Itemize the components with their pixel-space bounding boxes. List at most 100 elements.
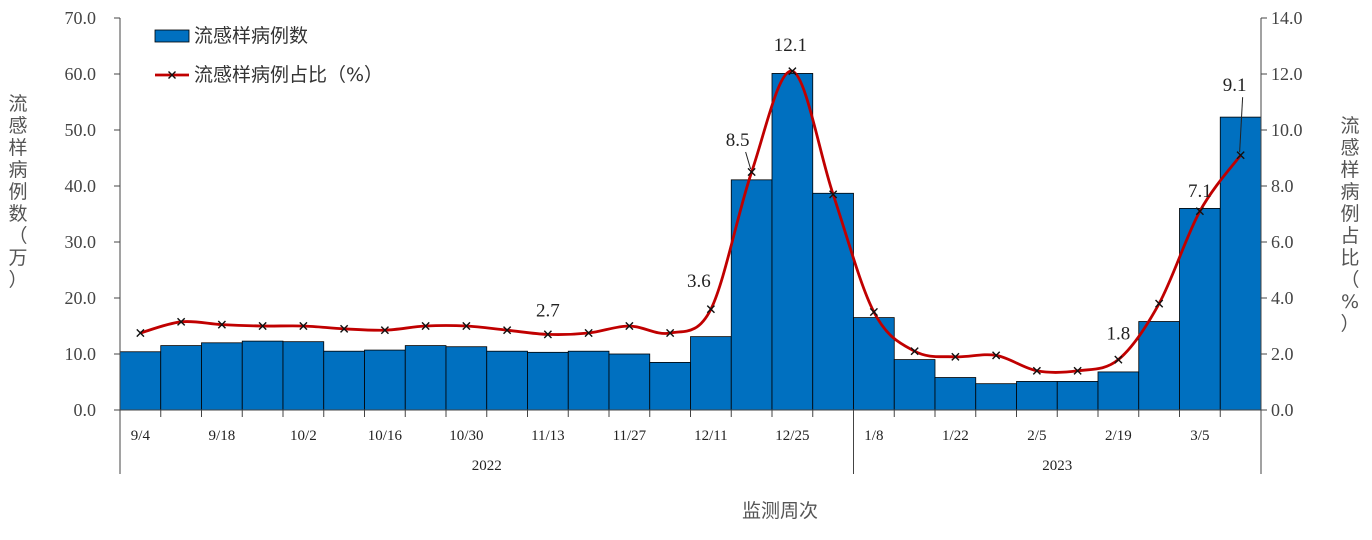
line-point	[217, 320, 226, 329]
bar	[282, 341, 325, 411]
line-point	[258, 321, 267, 331]
data-label: 3.6	[687, 271, 711, 292]
y-left-tick-label: 40.0	[65, 176, 97, 196]
line-point	[177, 317, 186, 326]
line-point	[992, 351, 1001, 360]
line-point	[747, 167, 756, 177]
y-left-tick-label: 10.0	[65, 344, 97, 364]
y-axis-right-label: 流感样病例占比（%）	[1340, 115, 1359, 335]
bar	[934, 377, 977, 411]
line-point	[380, 326, 389, 335]
x-tick-label: 1/22	[942, 428, 969, 444]
data-label: 8.5	[726, 130, 750, 151]
bar	[608, 353, 651, 411]
axis-labels: 流感样病例数（万） 流感样病例占比（%） 监测周次	[8, 93, 1359, 522]
line-point	[869, 307, 878, 317]
bar	[649, 361, 691, 411]
line-point	[340, 324, 349, 333]
line-point	[1114, 355, 1123, 364]
line-point	[136, 328, 145, 338]
x-tick-label: 10/2	[290, 428, 317, 444]
axes: 0.0 10.0 20.0 30.0 40.0 50.0 60.0 70.0 0.0 2.0 4.0…	[65, 8, 1303, 474]
line-point	[421, 321, 430, 331]
bar	[771, 73, 814, 411]
x-tick-label: 1/8	[864, 428, 883, 444]
y-right-tick-label: 8.0	[1271, 176, 1294, 196]
x-tick-label: 2/19	[1105, 428, 1132, 444]
data-annotations: 2.7 3.6 8.5 12.1 1.8 7.1 9.1	[536, 35, 1247, 344]
line-point	[1195, 207, 1204, 216]
x-tick-label: 12/25	[775, 428, 809, 444]
y-right-tick-label: 4.0	[1271, 288, 1294, 308]
year-label: 2022	[472, 458, 502, 474]
line-point	[951, 352, 960, 361]
legend-bar-swatch	[154, 29, 190, 43]
data-label: 9.1	[1223, 75, 1247, 96]
bar	[364, 349, 406, 411]
y-right-tick-label: 14.0	[1271, 8, 1303, 28]
bar	[730, 179, 773, 411]
bar	[1016, 381, 1058, 411]
percentage-line	[139, 69, 1242, 374]
x-tick-label: 9/4	[131, 428, 151, 444]
y-right-tick-label: 2.0	[1271, 344, 1294, 364]
bar	[1179, 207, 1221, 411]
bar	[975, 383, 1017, 411]
legend-line-marker	[168, 71, 176, 79]
annotation-leader	[1239, 97, 1244, 153]
legend-line-label: 流感样病例占比（%）	[194, 64, 383, 86]
bar	[1097, 371, 1140, 411]
x-tick-label: 11/27	[613, 428, 647, 444]
y-right-tick-label: 6.0	[1271, 232, 1294, 252]
data-label: 1.8	[1107, 324, 1131, 345]
line-point	[666, 328, 675, 338]
annotation-leader	[745, 151, 752, 170]
data-label: 12.1	[774, 35, 807, 56]
legend-bar-label: 流感样病例数	[194, 25, 308, 47]
x-tick-label: 10/16	[368, 428, 403, 444]
x-tick-label: 3/5	[1190, 428, 1209, 444]
line-point	[299, 321, 308, 331]
bar	[1056, 381, 1099, 411]
bar	[323, 350, 365, 411]
bar	[486, 350, 528, 411]
bar	[201, 342, 243, 411]
line-point	[584, 328, 593, 338]
line-point	[1032, 366, 1041, 375]
x-tick-label: 2/5	[1027, 428, 1046, 444]
year-label: 2023	[1042, 458, 1072, 474]
bar	[527, 351, 569, 411]
y-right-tick-label: 12.0	[1271, 64, 1303, 84]
bar	[1219, 116, 1262, 411]
line-point	[910, 347, 919, 356]
y-left-tick-label: 20.0	[65, 288, 97, 308]
line-point	[503, 326, 512, 335]
bar	[445, 346, 488, 411]
bar	[812, 192, 854, 411]
bar	[119, 351, 162, 411]
y-right-tick-label: 10.0	[1271, 120, 1303, 140]
x-tick-label: 11/13	[531, 428, 565, 444]
bar	[160, 345, 202, 411]
bar	[567, 350, 610, 411]
line-point	[625, 321, 634, 331]
bar	[404, 345, 447, 411]
y-left-tick-label: 60.0	[65, 64, 97, 84]
x-tick-label: 12/11	[694, 428, 728, 444]
data-label: 2.7	[536, 300, 560, 321]
line-point	[829, 190, 838, 199]
line-point	[706, 305, 715, 314]
y-left-tick-label: 30.0	[65, 232, 97, 252]
x-axis-title: 监测周次	[742, 500, 818, 522]
line-series	[136, 67, 1245, 375]
line-point	[543, 330, 552, 339]
x-tick-label: 10/30	[449, 428, 483, 444]
y-left-tick-label: 70.0	[65, 8, 97, 28]
line-point	[1155, 299, 1164, 308]
bar	[893, 359, 936, 411]
line-point	[1236, 151, 1245, 160]
bar	[690, 336, 732, 411]
data-label: 7.1	[1188, 181, 1212, 202]
y-left-tick-label: 0.0	[74, 400, 97, 420]
